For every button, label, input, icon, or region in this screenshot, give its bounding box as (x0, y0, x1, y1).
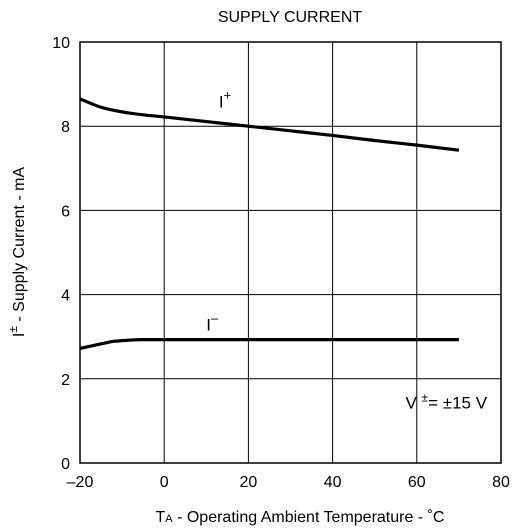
y-tick-label: 10 (52, 35, 70, 52)
x-tick-label: 20 (240, 474, 258, 491)
chart-title: SUPPLY CURRENT (218, 9, 363, 26)
x-axis-label: TA - Operating Ambient Temperature - ˚C (156, 509, 445, 526)
condition-annotation: V ±= ±15 V (405, 390, 487, 412)
grid-layer (80, 42, 501, 463)
x-tick-label: 60 (408, 474, 426, 491)
series-label-i-plus: I+ (219, 87, 231, 111)
x-tick-label: –20 (67, 474, 94, 491)
series-line-i-plus (79, 97, 460, 152)
y-tick-label: 0 (61, 456, 70, 473)
plot-frame (79, 41, 502, 464)
series-label-i-minus: I– (206, 310, 219, 334)
y-tick-label: 8 (61, 119, 70, 136)
y-tick-label: 2 (61, 372, 70, 389)
x-tick-label: 80 (492, 474, 510, 491)
series-layer (79, 97, 460, 351)
x-tick-label: 0 (160, 474, 169, 491)
y-tick-label: 4 (61, 288, 70, 305)
labels-layer: I+ I– V ±= ±15 V (206, 87, 487, 412)
y-tick-label: 6 (61, 203, 70, 220)
x-tick-label: 40 (324, 474, 342, 491)
series-line-i-minus (79, 338, 459, 351)
y-axis-label: I± - Supply Current - mA (6, 167, 28, 338)
